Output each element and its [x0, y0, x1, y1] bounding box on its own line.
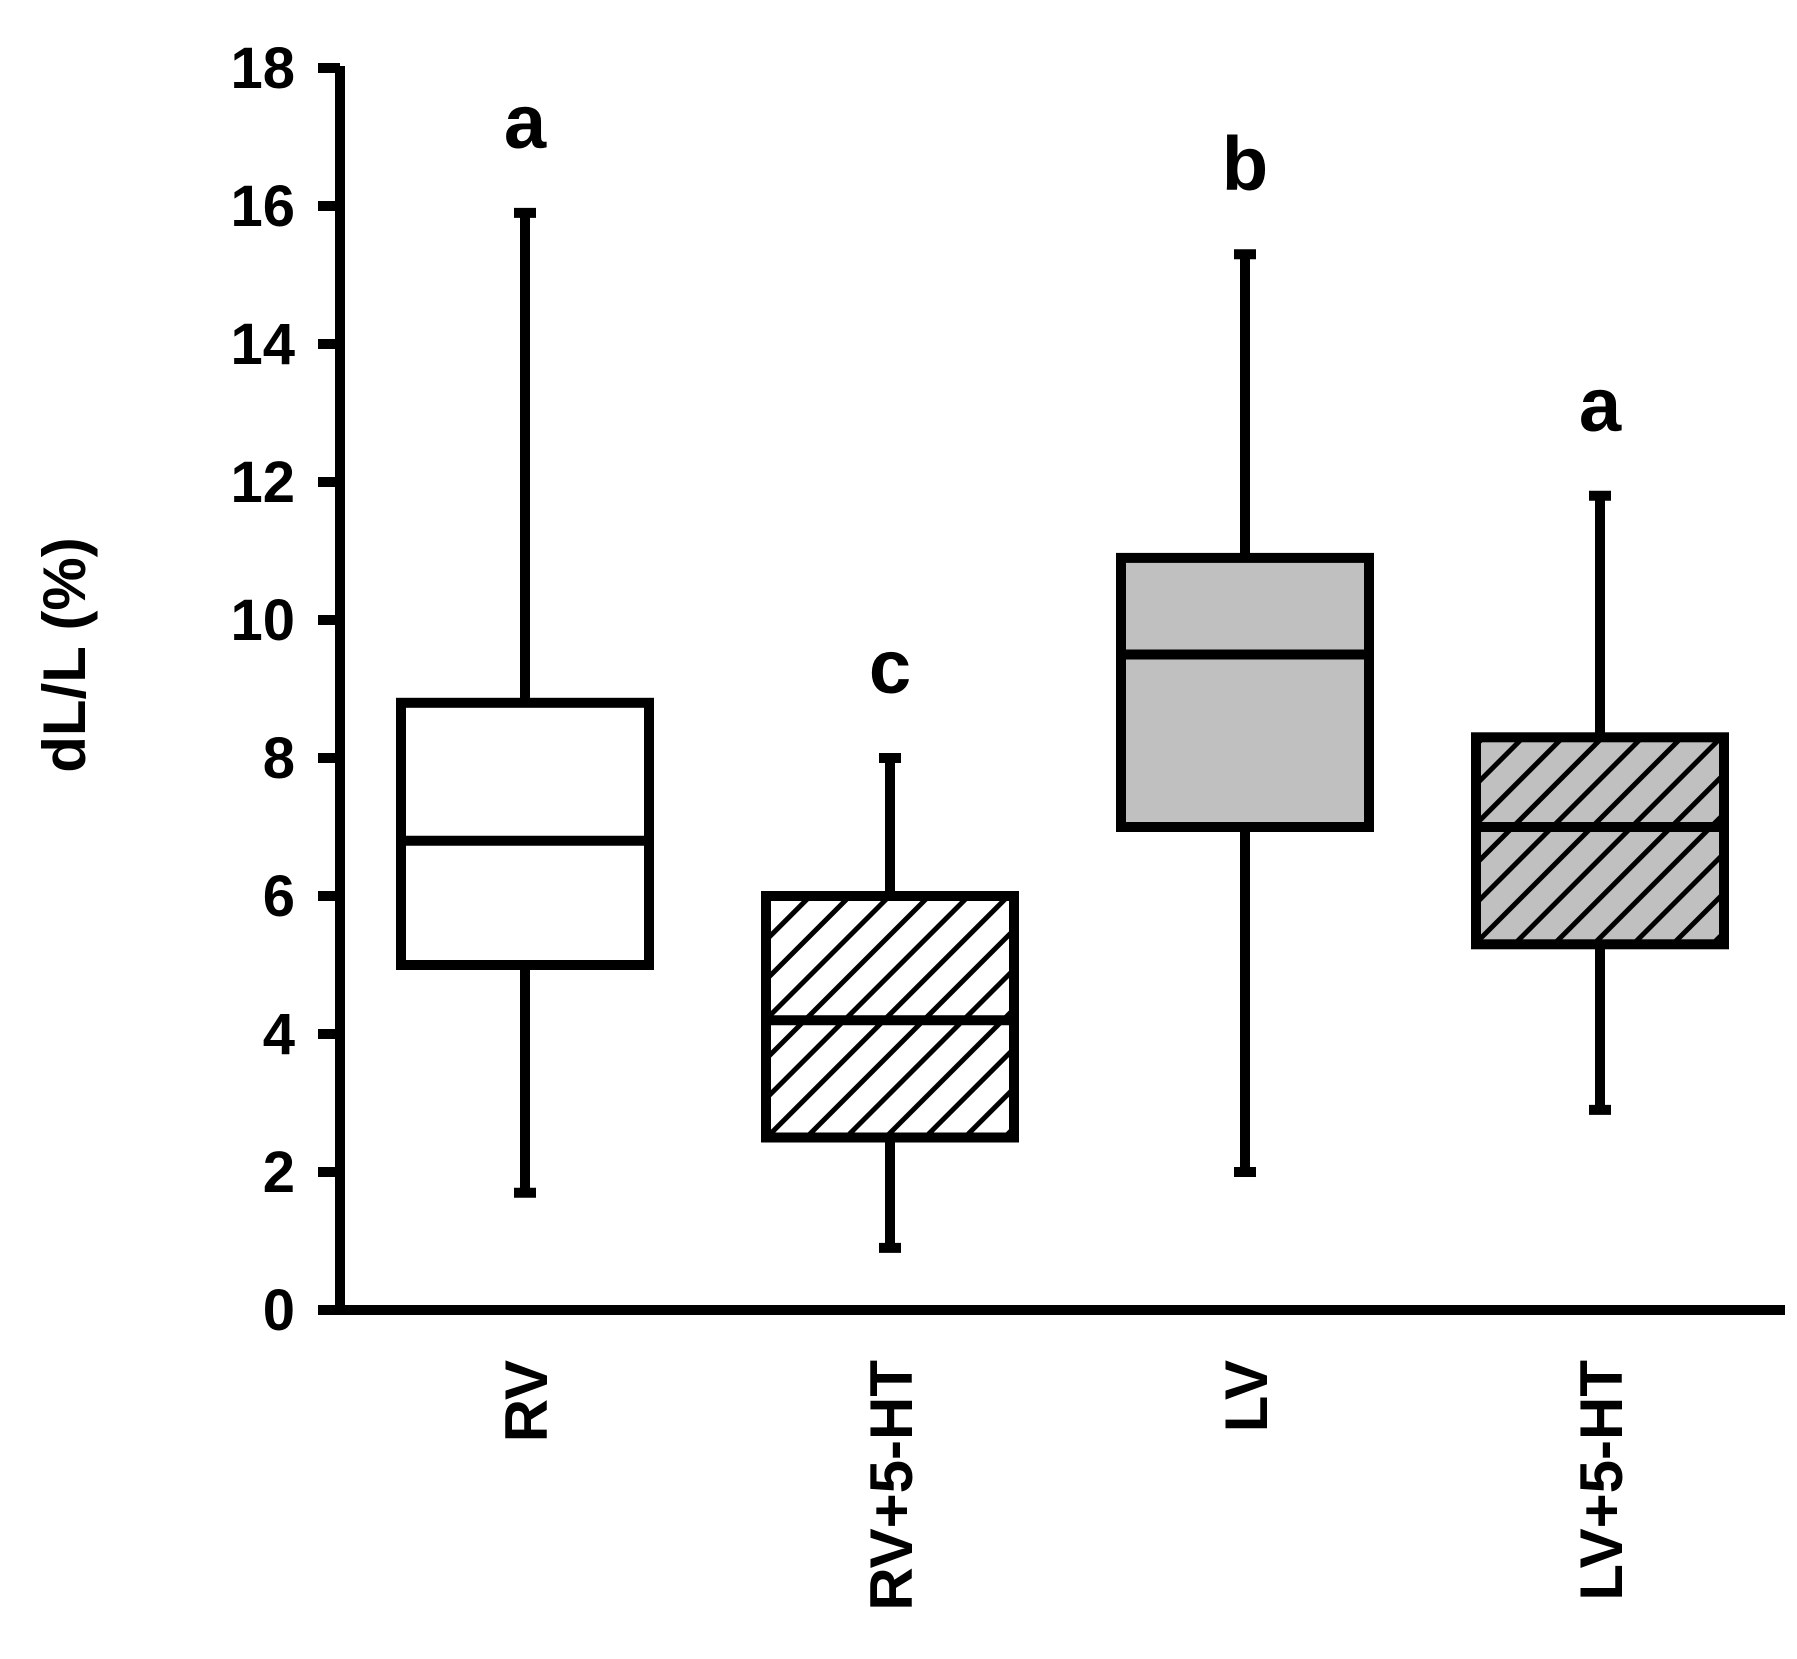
significance-label-LV: b — [1222, 121, 1268, 206]
significance-label-RV: a — [504, 80, 547, 165]
category-label-RV: RV — [493, 1360, 560, 1442]
significance-label-LV+5-HT: a — [1579, 363, 1622, 448]
y-tick-label-14: 14 — [230, 312, 295, 377]
y-tick-label-2: 2 — [263, 1140, 295, 1205]
category-label-RV+5-HT: RV+5-HT — [858, 1360, 925, 1611]
iqr-box — [396, 697, 654, 970]
category-label-LV: LV — [1213, 1360, 1280, 1432]
box-LV — [1116, 249, 1374, 1177]
y-tick-label-16: 16 — [230, 174, 295, 239]
y-tick-label-6: 6 — [263, 864, 295, 929]
axes: 0 2 4 6 8 10 12 14 16 18 — [230, 36, 1785, 1343]
box-RV+5-HT — [761, 753, 1019, 1253]
iqr-box — [1471, 732, 1729, 950]
significance-label-RV+5-HT: c — [869, 625, 911, 710]
box-RV — [396, 207, 654, 1198]
boxes — [396, 207, 1729, 1253]
y-tick-label-12: 12 — [230, 450, 295, 515]
y-tick-label-0: 0 — [263, 1278, 295, 1343]
y-tick-label-8: 8 — [263, 726, 295, 791]
iqr-box — [1116, 552, 1374, 833]
y-tick-label-4: 4 — [263, 1002, 295, 1067]
category-label-LV+5-HT: LV+5-HT — [1568, 1360, 1635, 1601]
y-tick-label-18: 18 — [230, 36, 295, 101]
y-axis-title: dL/L (%) — [31, 537, 98, 773]
y-tick-label-10: 10 — [230, 588, 295, 653]
box-LV+5-HT — [1471, 490, 1729, 1115]
labels: a RV c RV+5-HT b LV a LV+5-HT — [493, 80, 1635, 1611]
